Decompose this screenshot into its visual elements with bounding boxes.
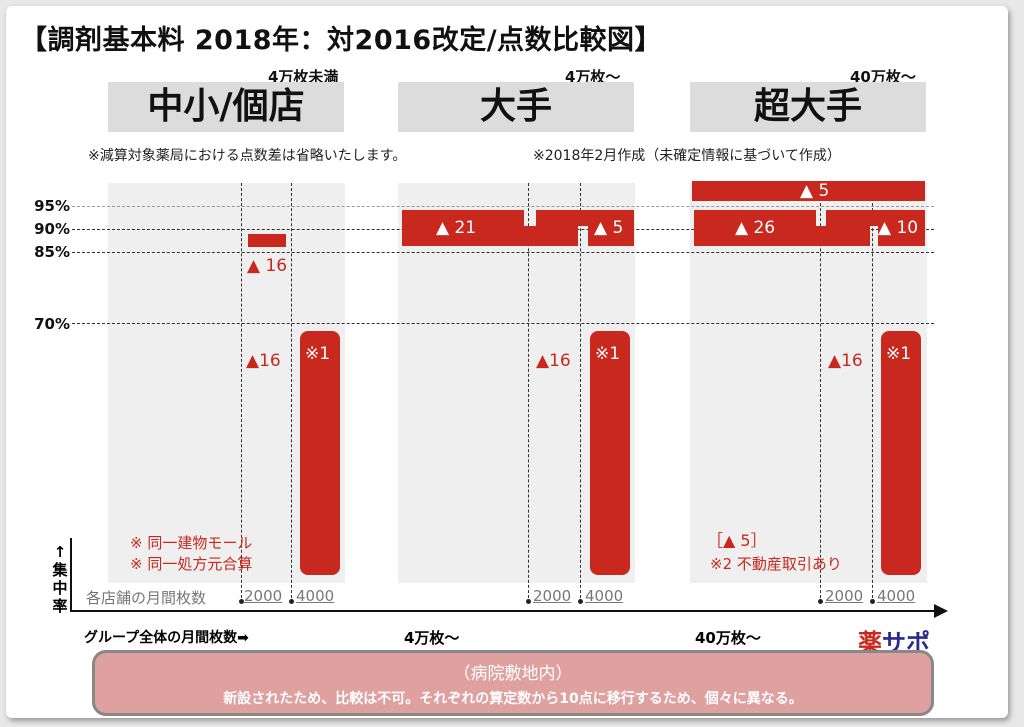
bar-large-5 [536,210,634,246]
label-xlarge-26: ▲ 26 [735,218,776,238]
axis-dot [526,599,531,604]
vline-small-2000 [241,183,242,603]
bar-xlarge-26 [694,210,870,246]
threshold-small: 4万枚未満 [268,68,339,86]
bar-large-stepped [402,210,634,246]
x-axis-line [70,610,940,612]
axis-dot [578,599,583,604]
tick-90: 90% [34,220,70,238]
bar-xlarge-stepped [694,210,925,246]
note-left: ※減算対象薬局における点数差は省略いたします。 [88,148,407,164]
x-axis-arrow-icon [934,604,948,618]
vline-large-4000 [580,183,581,603]
count-large-4000: 4000 [585,587,624,605]
line-95 [72,206,934,207]
bar-xlarge-note1 [881,331,921,575]
group-count-label: グループ全体の月間枚数➡ [84,630,249,646]
count-xlarge-4000: 4000 [877,587,916,605]
tick-95: 95% [34,197,70,215]
count-large-2000: 2000 [533,587,572,605]
vline-xlarge-2000 [820,183,821,603]
tick-85: 85% [34,243,70,261]
bar-small-note1 [300,331,340,575]
group-tick-40k: 4万枚～ [404,629,460,647]
vline-xlarge-4000 [872,183,873,603]
axis-dot [289,599,294,604]
bar-large-note1 [590,331,630,575]
y-axis-line [70,538,72,611]
label-xlarge-10: ▲ 10 [878,218,919,238]
axis-dot [239,599,244,604]
group-tick-400k: 40万枚～ [695,629,761,647]
threshold-large: 4万枚～ [565,68,621,86]
label-xlarge-5-top: ▲ 5 [800,181,830,201]
vline-large-2000 [528,183,529,603]
count-small-4000: 4000 [296,587,335,605]
footer-text: 新設されたため、比較は不可。それぞれの算定数から10点に移行するため、個々に異な… [223,691,803,707]
note-real-estate: ※2 不動産取引あり [710,555,842,573]
page-title: 【調剤基本料 2018年：対2016改定/点数比較図】 [20,25,663,56]
label-large-5: ▲ 5 [594,218,624,238]
label-small-16-upper: ▲ 16 [247,256,288,276]
bracket-note: ［▲ 5］ [707,531,767,550]
count-xlarge-2000: 2000 [825,587,864,605]
bar-small-16 [248,234,286,247]
line-85 [72,252,934,253]
label-large-16: ▲16 [536,351,571,371]
note-right: ※2018年2月作成（未確定情報に基づいて作成） [533,148,841,164]
label-large-21: ▲ 21 [436,218,477,238]
vline-small-4000 [291,183,292,603]
column-header-large: 大手 [398,82,634,132]
label-small-16-lower: ▲16 [246,351,281,371]
y-axis-label: ↑ 集中率 [52,543,68,615]
label-xlarge-16: ▲16 [828,351,863,371]
threshold-xlarge: 40万枚～ [850,68,916,86]
column-header-small: 中小/個店 [108,82,344,132]
tick-70: 70% [34,315,70,333]
line-70 [72,323,934,324]
bar-large-21 [402,210,578,246]
axis-dot [870,599,875,604]
column-header-xlarge: 超大手 [690,82,926,132]
monthly-count-label: 各店舗の月間枚数 [86,589,207,607]
note-same-building: ※ 同一建物モール [130,534,253,552]
label-small-note1: ※1 [305,344,331,364]
label-xlarge-note1: ※1 [886,344,912,364]
label-large-note1: ※1 [595,344,621,364]
note-same-prescriber: ※ 同一処方元合算 [130,555,253,573]
bar-xlarge-10 [826,210,925,246]
footer-heading: （病院敷地内） [453,664,573,684]
hospital-premises-box: （病院敷地内） 新設されたため、比較は不可。それぞれの算定数から10点に移行する… [92,650,934,716]
bar-xlarge-5-top [692,181,925,201]
axis-dot [818,599,823,604]
count-small-2000: 2000 [244,587,283,605]
